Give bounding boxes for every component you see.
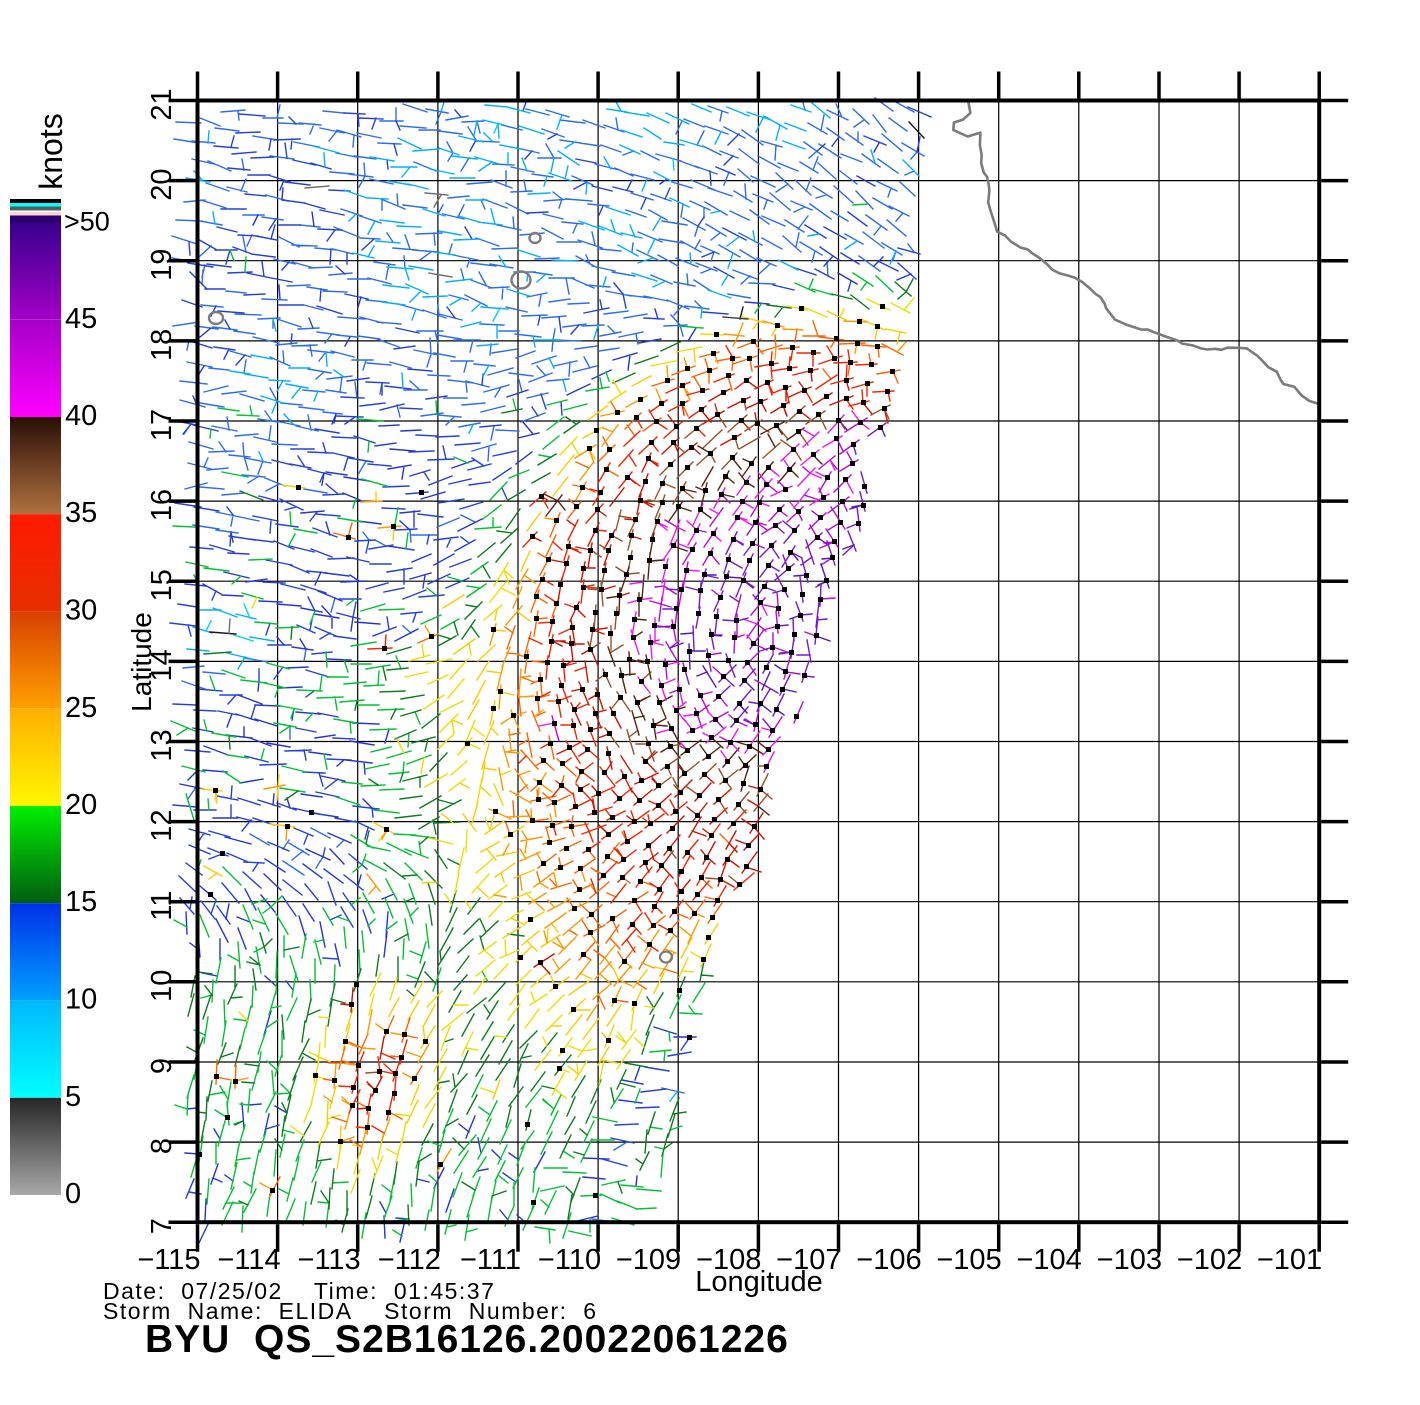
svg-text:14: 14 bbox=[146, 649, 178, 681]
svg-text:18: 18 bbox=[146, 329, 178, 361]
svg-text:5: 5 bbox=[65, 1081, 81, 1113]
svg-text:20: 20 bbox=[65, 789, 97, 821]
svg-text:10: 10 bbox=[146, 970, 178, 1002]
svg-text:Storm Name: ELIDA Storm: Storm Name: ELIDA Storm Number: 6 bbox=[103, 1298, 598, 1324]
svg-text:40: 40 bbox=[65, 400, 97, 432]
svg-text:7: 7 bbox=[146, 1218, 178, 1234]
svg-text:35: 35 bbox=[65, 497, 97, 529]
svg-text:16: 16 bbox=[146, 489, 178, 521]
svg-text:11: 11 bbox=[146, 891, 178, 921]
svg-text:−101: −101 bbox=[1257, 1244, 1322, 1276]
svg-text:8: 8 bbox=[146, 1138, 178, 1154]
svg-text:−109: −109 bbox=[616, 1244, 681, 1276]
svg-text:BYU QS_S2B16126.20022061226: BYU QS_S2B16126.20022061226 bbox=[145, 1318, 789, 1361]
svg-text:−110: −110 bbox=[538, 1244, 601, 1276]
svg-text:45: 45 bbox=[65, 303, 97, 335]
svg-text:21: 21 bbox=[146, 88, 178, 120]
svg-text:−106: −106 bbox=[856, 1244, 921, 1276]
svg-text:−111: −111 bbox=[460, 1244, 521, 1276]
svg-text:19: 19 bbox=[146, 249, 178, 281]
svg-text:15: 15 bbox=[146, 569, 178, 601]
svg-text:0: 0 bbox=[65, 1178, 81, 1210]
svg-text:−114: −114 bbox=[217, 1244, 280, 1276]
svg-text:−115: −115 bbox=[137, 1244, 200, 1276]
svg-text:−107: −107 bbox=[776, 1244, 841, 1276]
svg-text:15: 15 bbox=[65, 886, 97, 918]
svg-text:>50: >50 bbox=[64, 207, 110, 237]
svg-text:Latitude: Latitude bbox=[126, 612, 157, 712]
svg-text:13: 13 bbox=[146, 729, 178, 761]
svg-text:10: 10 bbox=[65, 984, 97, 1016]
svg-text:−108: −108 bbox=[696, 1244, 761, 1276]
svg-text:−113: −113 bbox=[298, 1244, 361, 1276]
svg-text:Date: 07/25/02 Time: 01:4: Date: 07/25/02 Time: 01:45:37 bbox=[103, 1278, 495, 1304]
svg-text:−112: −112 bbox=[378, 1244, 441, 1276]
svg-text:12: 12 bbox=[146, 809, 178, 841]
svg-text:17: 17 bbox=[146, 409, 178, 441]
svg-text:−105: −105 bbox=[936, 1244, 1001, 1276]
svg-text:Longitude: Longitude bbox=[695, 1266, 822, 1298]
svg-text:knots: knots bbox=[33, 113, 69, 189]
svg-text:9: 9 bbox=[146, 1058, 178, 1074]
svg-text:−104: −104 bbox=[1016, 1244, 1081, 1276]
svg-text:−103: −103 bbox=[1097, 1244, 1162, 1276]
svg-text:25: 25 bbox=[65, 692, 97, 724]
svg-text:30: 30 bbox=[65, 595, 97, 627]
svg-text:−102: −102 bbox=[1177, 1244, 1242, 1276]
svg-text:20: 20 bbox=[146, 168, 178, 200]
